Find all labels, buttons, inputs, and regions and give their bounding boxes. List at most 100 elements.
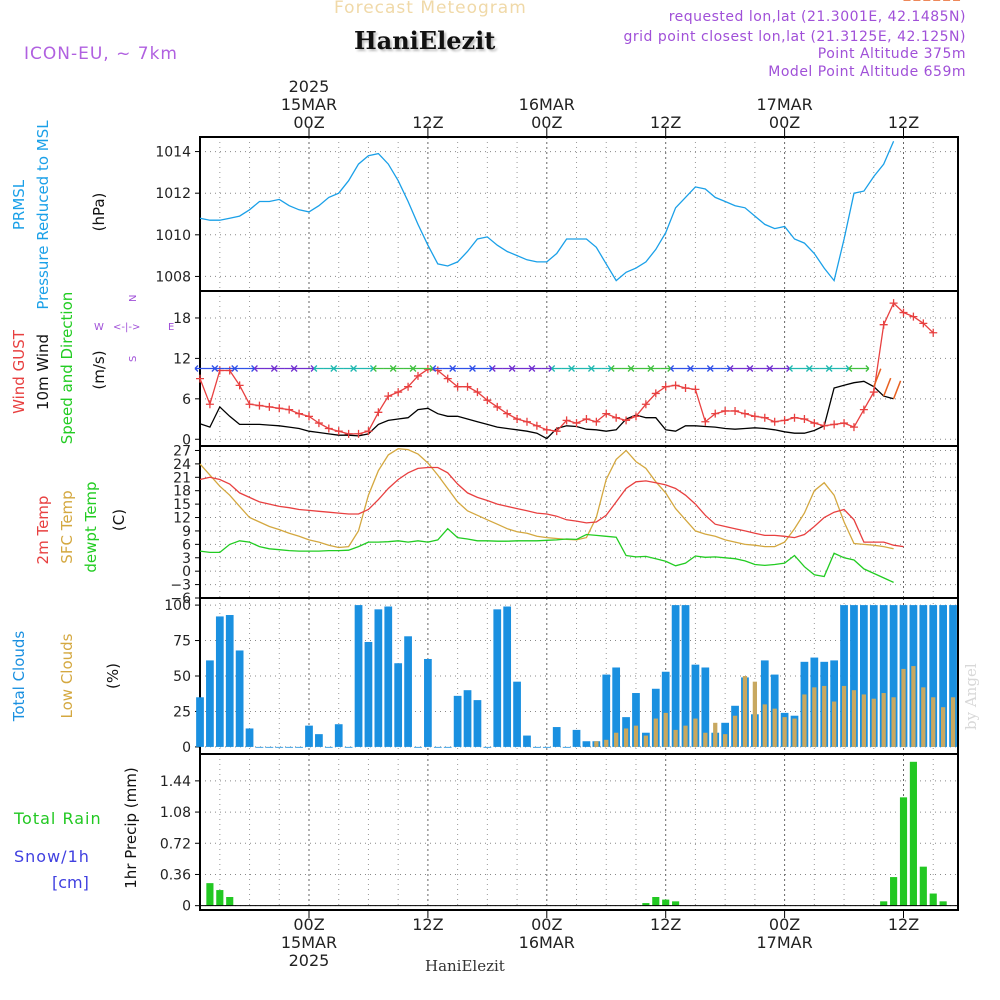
total-cloud-bar (493, 609, 502, 747)
total-cloud-bar (869, 605, 878, 747)
total-cloud-bar (453, 695, 462, 747)
total-cloud-bar (513, 681, 521, 747)
gust-marker (314, 419, 323, 428)
total-cloud-bar (879, 605, 888, 747)
wind-direction-arrow (214, 365, 225, 372)
x-tick-label: 12Z (888, 113, 919, 132)
gust-marker (731, 406, 740, 415)
total-cloud-bar (305, 725, 313, 747)
total-cloud-bar (384, 606, 393, 747)
wind-direction-arrow (502, 365, 513, 372)
wind-direction-arrow (729, 365, 741, 372)
temp2m-line (199, 466, 904, 548)
gust-marker (919, 319, 928, 328)
low-cloud-bar (881, 693, 886, 747)
x-date-label: 16MAR (519, 95, 575, 114)
y-tick-label: 18 (173, 484, 191, 500)
rain-bar (939, 901, 947, 906)
wind-dir-label: Speed and Direction (58, 292, 76, 445)
y-tick-label: 0.72 (160, 836, 191, 852)
total-cloud-bar (552, 727, 561, 747)
total-cloud-bar (206, 660, 214, 747)
y-tick-label: 18 (173, 311, 191, 327)
point-altitude: Point Altitude 375m (817, 46, 966, 62)
gust-marker (235, 381, 244, 390)
wind-direction-arrow (333, 365, 344, 372)
total-cloud-bar (671, 605, 680, 747)
low-cloud-bar (832, 701, 837, 747)
y-tick-label: 25 (173, 704, 191, 720)
total-cloud-bar (463, 690, 472, 747)
compass-rose: W E <-|-> N S (94, 295, 174, 362)
low-cloud-bar (921, 687, 926, 747)
wind-direction-arrow (204, 365, 216, 372)
wind-direction-arrow (392, 365, 404, 372)
y-tick-label: −6 (170, 591, 191, 607)
gust-marker (889, 299, 898, 308)
gust-marker (304, 412, 313, 421)
gust-marker (691, 385, 700, 394)
wind-direction-arrow (273, 365, 285, 372)
compass-s: S (128, 356, 139, 362)
chart-title: Forecast Meteogram (334, 0, 527, 18)
gust-marker (453, 382, 462, 391)
gust-marker (542, 425, 551, 434)
gust-marker (810, 419, 819, 428)
gust-marker (721, 406, 730, 415)
panel-4: 0 0.36 0.72 1.08 1.44 (160, 753, 959, 915)
dewpt-label: dewpt Temp (82, 481, 100, 572)
gust-marker (344, 429, 353, 438)
wind-direction-arrow (234, 365, 245, 372)
rain-bar (909, 761, 917, 906)
low-cloud-bar (713, 722, 718, 747)
total-cloud-bar (315, 734, 323, 747)
gust-marker (631, 412, 640, 421)
gust-marker (285, 405, 294, 414)
dewpt-line (199, 527, 894, 583)
wind-direction-arrow (511, 365, 523, 372)
station-name: HaniElezit (354, 26, 496, 55)
gust-marker (532, 421, 541, 430)
wind-direction-arrow (372, 365, 384, 372)
wind-direction-arrow (323, 365, 335, 372)
total-cloud-bar (919, 605, 928, 747)
gust-marker (849, 423, 858, 432)
y-tick-label: 50 (173, 669, 191, 685)
rain-bar (890, 877, 898, 906)
total-cloud-bar (354, 605, 363, 747)
low-cloud-bar (841, 685, 847, 747)
grid-point-coords: grid point closest lon,lat (21.3125E, 42… (623, 29, 966, 45)
gust-marker (463, 382, 472, 391)
total-cloud-bar (760, 660, 769, 747)
wind-direction-arrow (471, 365, 483, 372)
gust-marker (473, 388, 482, 397)
total-cloud-bar (443, 746, 452, 748)
model-altitude: Model Point Altitude 659m (768, 64, 966, 80)
rain-bar (662, 899, 670, 906)
low-cloud-bar (752, 681, 758, 747)
wind-unit: (m/s) (90, 350, 108, 389)
gust-marker (770, 417, 779, 426)
x-date-label: 15MAR (281, 95, 337, 114)
total-cloud-bar (850, 605, 858, 747)
gust-marker (760, 413, 769, 422)
gust-marker (671, 381, 680, 390)
low-cloud-bar (901, 668, 906, 747)
wind-direction-arrow (700, 365, 711, 372)
wind-direction-arrow (293, 365, 305, 372)
wind-direction-arrow (828, 365, 840, 372)
byline: by Angel (962, 663, 980, 730)
y-tick-label: 9 (182, 524, 191, 540)
total-cloud-bar (483, 746, 492, 748)
gust-marker (513, 415, 522, 424)
gust-marker (869, 388, 878, 397)
total-cloud-bar (661, 671, 670, 747)
gust-marker (503, 409, 512, 418)
gust-marker (374, 408, 383, 417)
gust-marker (265, 402, 274, 411)
y-tick-label: −3 (170, 578, 191, 594)
total-cloud-bar (602, 674, 611, 747)
gust-marker (641, 400, 650, 409)
